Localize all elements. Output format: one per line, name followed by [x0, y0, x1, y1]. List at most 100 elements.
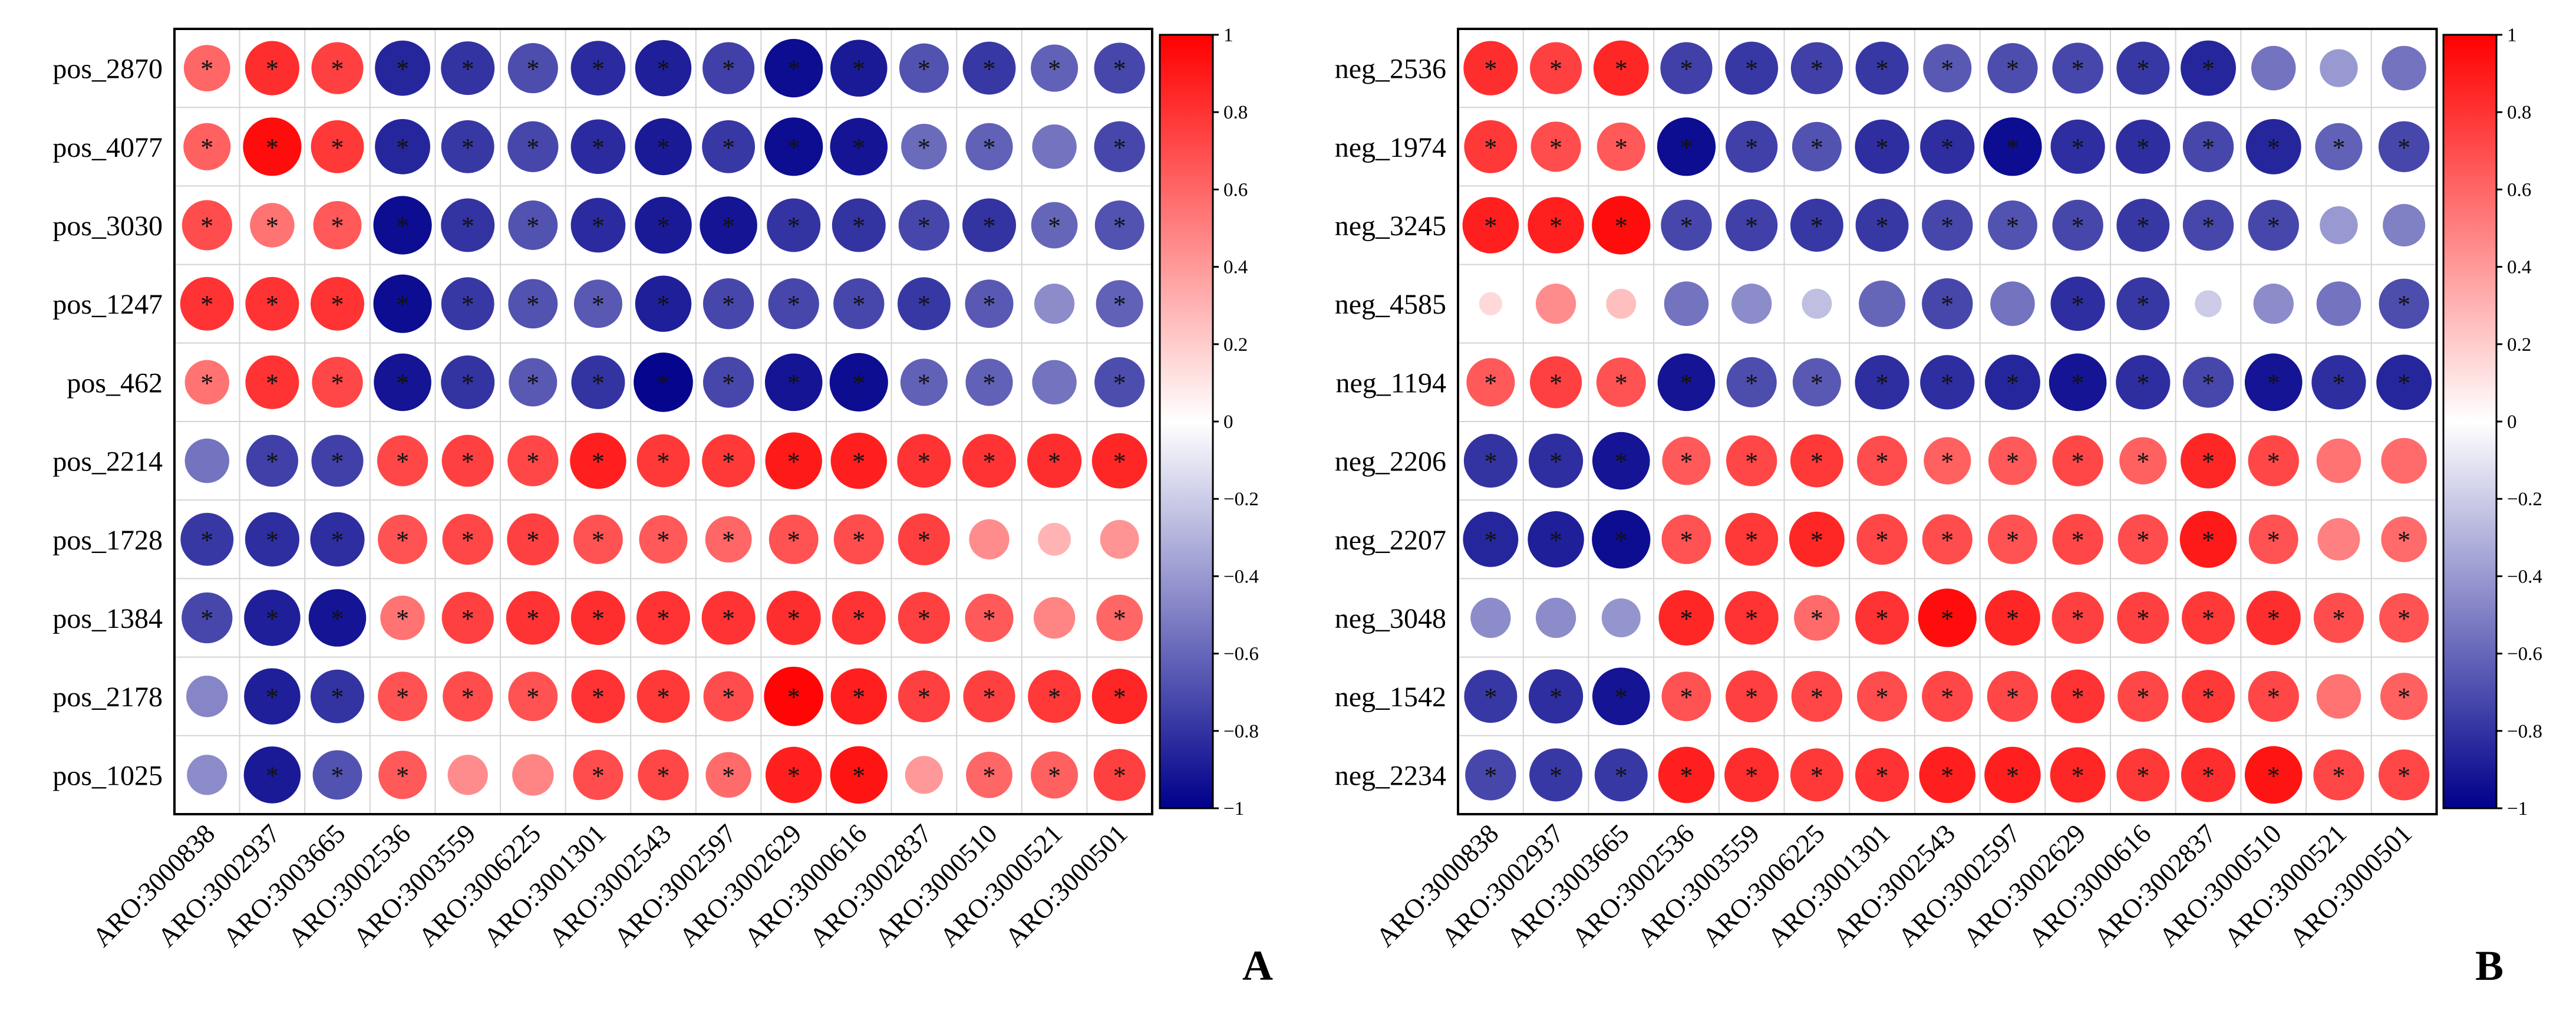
- colorbar-tick-label: 0.4: [2507, 257, 2531, 278]
- colorbar-tick-label: −0.6: [2507, 644, 2542, 665]
- significance-star: *: [2202, 761, 2215, 790]
- bubble: [1592, 667, 1650, 726]
- bubble: [573, 279, 622, 328]
- bubble: [1470, 597, 1511, 638]
- significance-star: *: [331, 447, 344, 476]
- significance-star: *: [1615, 447, 1628, 476]
- significance-star: *: [2006, 683, 2019, 712]
- significance-star: *: [1484, 368, 1497, 397]
- significance-star: *: [1615, 683, 1628, 712]
- significance-star: *: [396, 212, 409, 241]
- bubble: [378, 514, 428, 564]
- significance-star: *: [1680, 55, 1693, 84]
- bubble: [2182, 670, 2235, 723]
- bubble: [441, 355, 495, 409]
- bubble: [899, 43, 949, 93]
- significance-star: *: [2397, 526, 2410, 555]
- bubble: [2316, 281, 2361, 326]
- bubble: [2116, 199, 2170, 252]
- significance-star: *: [983, 212, 996, 241]
- bubble: [570, 198, 626, 253]
- bubble: [509, 358, 558, 407]
- panel-label: A: [1242, 942, 1273, 989]
- bubble: [2382, 45, 2426, 91]
- significance-star: *: [657, 368, 670, 397]
- significance-star: *: [200, 368, 213, 397]
- significance-star: *: [1810, 368, 1823, 397]
- bubble: [832, 591, 886, 645]
- significance-star: *: [266, 212, 279, 241]
- bubble: [638, 749, 689, 801]
- significance-star: *: [2202, 526, 2215, 555]
- bubble: [830, 668, 888, 725]
- bubble: [1726, 670, 1778, 723]
- bubble: [1923, 44, 1972, 93]
- significance-star: *: [787, 212, 800, 241]
- row-label: pos_1384: [52, 603, 163, 634]
- significance-star: *: [592, 447, 605, 476]
- bubble: [830, 40, 888, 97]
- significance-star: *: [2397, 368, 2410, 397]
- significance-star: *: [1113, 290, 1126, 319]
- significance-star: *: [983, 761, 996, 790]
- bubble: [2316, 438, 2361, 483]
- bubble: [1725, 41, 1779, 95]
- significance-star: *: [918, 368, 931, 397]
- bubble: [378, 750, 427, 799]
- bubble: [1790, 748, 1843, 802]
- bubble: [1919, 746, 1976, 804]
- bubble: [1724, 748, 1779, 802]
- bubble: [180, 276, 234, 331]
- colorbar-tick-label: −0.6: [1223, 644, 1259, 665]
- significance-star: *: [2136, 133, 2149, 162]
- bubble: [2376, 354, 2432, 410]
- bubble: [2315, 123, 2363, 170]
- significance-star: *: [1484, 55, 1497, 84]
- bubble: [764, 353, 823, 412]
- significance-star: *: [1113, 447, 1126, 476]
- significance-star: *: [1048, 761, 1061, 790]
- significance-star: *: [266, 55, 279, 84]
- significance-star: *: [2397, 133, 2410, 162]
- bubble: [250, 203, 295, 248]
- bubble: [441, 41, 495, 96]
- significance-star: *: [722, 683, 735, 712]
- bubble: [1726, 357, 1777, 408]
- significance-star: *: [2332, 133, 2345, 162]
- significance-star: *: [852, 290, 865, 319]
- bubble: [962, 41, 1016, 95]
- bubble: [245, 355, 299, 409]
- significance-star: *: [200, 526, 213, 555]
- bubble: [1463, 41, 1518, 96]
- bubble: [1034, 284, 1075, 324]
- significance-star: *: [2072, 368, 2084, 397]
- significance-star: *: [722, 447, 735, 476]
- bubble: [2052, 435, 2103, 486]
- bubble: [1094, 357, 1145, 407]
- significance-star: *: [657, 526, 670, 555]
- colorbar-tick-label: −1: [1223, 798, 1244, 819]
- bubble: [1726, 120, 1778, 173]
- significance-star: *: [918, 212, 931, 241]
- row-label: pos_462: [67, 367, 163, 399]
- bubble: [900, 358, 948, 406]
- bubble: [2050, 747, 2106, 803]
- significance-star: *: [2136, 761, 2149, 790]
- bubble: [1529, 42, 1582, 94]
- significance-star: *: [2136, 55, 2149, 84]
- bubble: [1033, 597, 1076, 639]
- significance-star: *: [657, 604, 670, 633]
- significance-star: *: [657, 761, 670, 790]
- significance-star: *: [1484, 212, 1497, 241]
- bubble: [1528, 511, 1584, 568]
- row-label: pos_1728: [52, 525, 163, 556]
- colorbar-tick-label: 1: [2507, 25, 2517, 46]
- bubble: [246, 434, 298, 487]
- significance-star: *: [526, 212, 539, 241]
- row-label: neg_2234: [1335, 760, 1446, 791]
- significance-star: *: [1745, 368, 1758, 397]
- bubble: [1038, 522, 1071, 556]
- bubble: [2317, 518, 2360, 561]
- significance-star: *: [1549, 133, 1562, 162]
- bubble: [833, 514, 884, 565]
